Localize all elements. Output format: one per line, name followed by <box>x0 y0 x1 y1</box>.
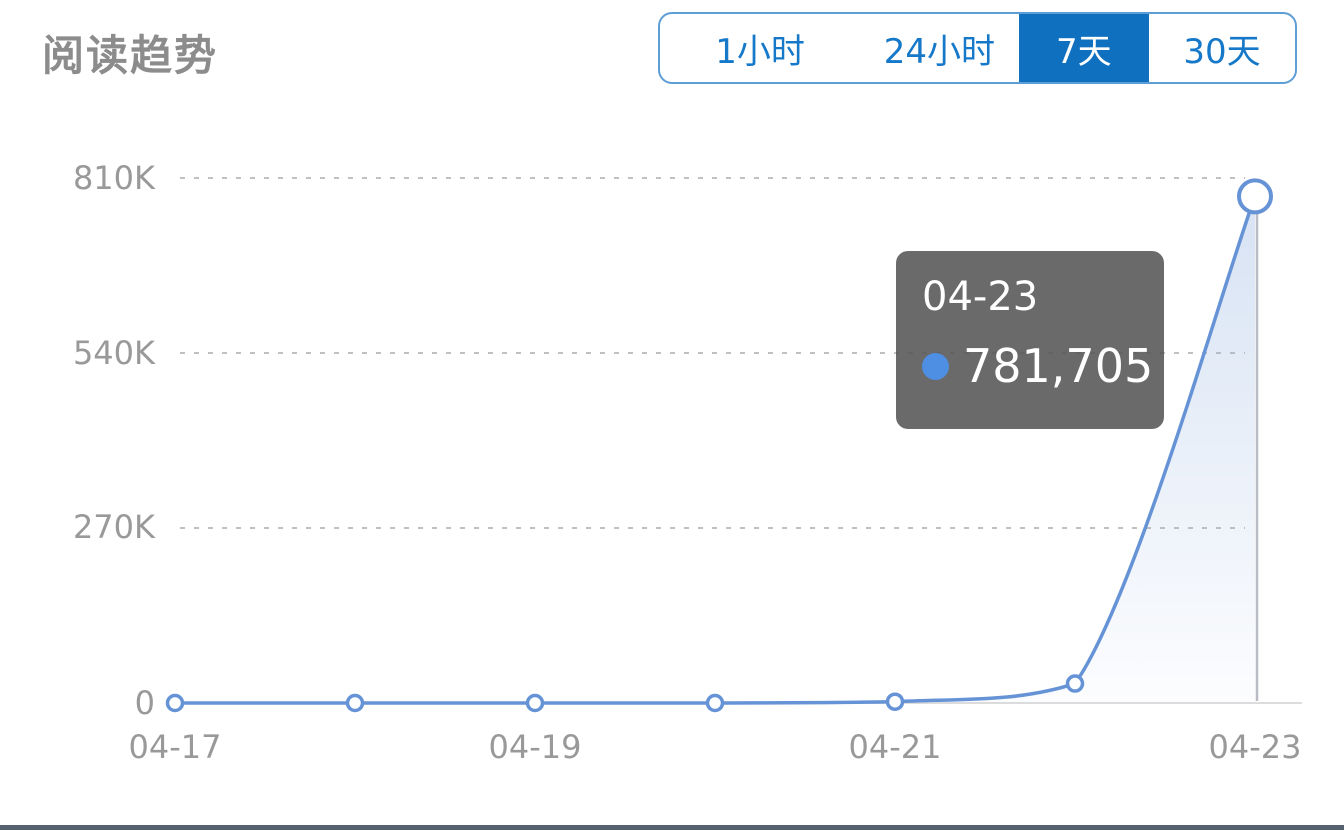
x-axis-label-04-21: 04-21 <box>848 728 942 766</box>
data-point-marker[interactable] <box>885 692 905 711</box>
tooltip-series-dot-icon <box>922 352 949 380</box>
time-range-tabs: 1小时 24小时 7天 30天 <box>658 12 1297 84</box>
data-point-marker[interactable] <box>525 693 545 713</box>
bottom-edge-bar <box>0 825 1344 830</box>
y-axis-label-270k: 270K <box>72 508 155 546</box>
data-point-marker[interactable] <box>1065 674 1085 693</box>
x-axis-label-04-17: 04-17 <box>128 728 222 766</box>
x-axis-label-04-19: 04-19 <box>488 728 582 766</box>
chart-tooltip: 04-23 781,705 <box>896 251 1164 429</box>
tooltip-value: 781,705 <box>963 339 1154 393</box>
series-area-fill <box>175 196 1255 703</box>
y-axis-label-540k: 540K <box>72 334 155 372</box>
tab-30-days[interactable]: 30天 <box>1183 31 1261 72</box>
data-point-marker[interactable] <box>165 693 185 713</box>
tooltip-date: 04-23 <box>922 274 1039 320</box>
x-axis-label-04-23: 04-23 <box>1208 728 1302 766</box>
y-axis-label-0: 0 <box>134 684 155 722</box>
highlighted-data-point-marker[interactable] <box>1237 178 1273 215</box>
tab-24-hours[interactable]: 24小时 <box>883 31 996 72</box>
data-point-marker[interactable] <box>345 693 365 713</box>
tab-1-hour[interactable]: 1小时 <box>715 31 805 72</box>
y-axis-label-810k: 810K <box>72 159 155 197</box>
page-title: 阅读趋势 <box>42 31 219 80</box>
tab-7-days[interactable]: 7天 <box>1018 14 1149 82</box>
data-point-marker[interactable] <box>705 693 725 713</box>
